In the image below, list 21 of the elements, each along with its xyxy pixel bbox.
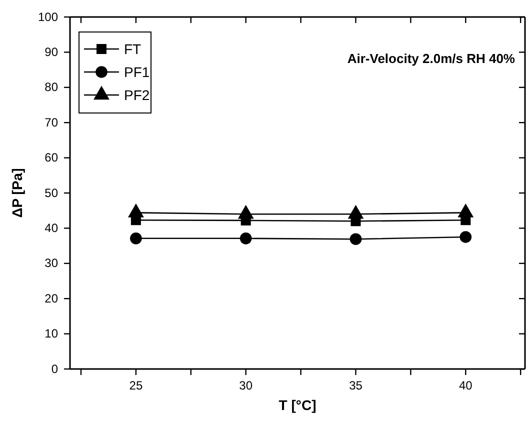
legend-label: FT [124,41,142,57]
x-tick-label: 35 [349,378,363,393]
y-tick-label: 50 [44,186,58,200]
y-tick-label: 90 [44,45,58,60]
x-tick-label: 30 [239,378,253,393]
y-tick-label: 80 [44,80,58,94]
y-tick-label: 100 [38,10,58,24]
y-tick-label: 30 [44,256,58,270]
y-tick-label: 60 [44,150,58,165]
y-tick-label: 70 [44,115,58,130]
y-tick-label: 40 [44,221,58,236]
x-tick-label: 40 [458,378,473,393]
x-axis-title: T [°C] [278,397,316,413]
legend-label: PF1 [124,64,150,80]
annotation: Air-Velocity 2.0m/s RH 40% [347,51,516,66]
y-axis-title: ΔP [Pa] [9,168,25,218]
y-tick-label: 20 [44,291,58,306]
legend-label: PF2 [124,87,150,103]
y-tick-label: 10 [44,326,58,341]
y-tick-label: 0 [51,362,58,376]
x-tick-label: 25 [129,378,143,393]
